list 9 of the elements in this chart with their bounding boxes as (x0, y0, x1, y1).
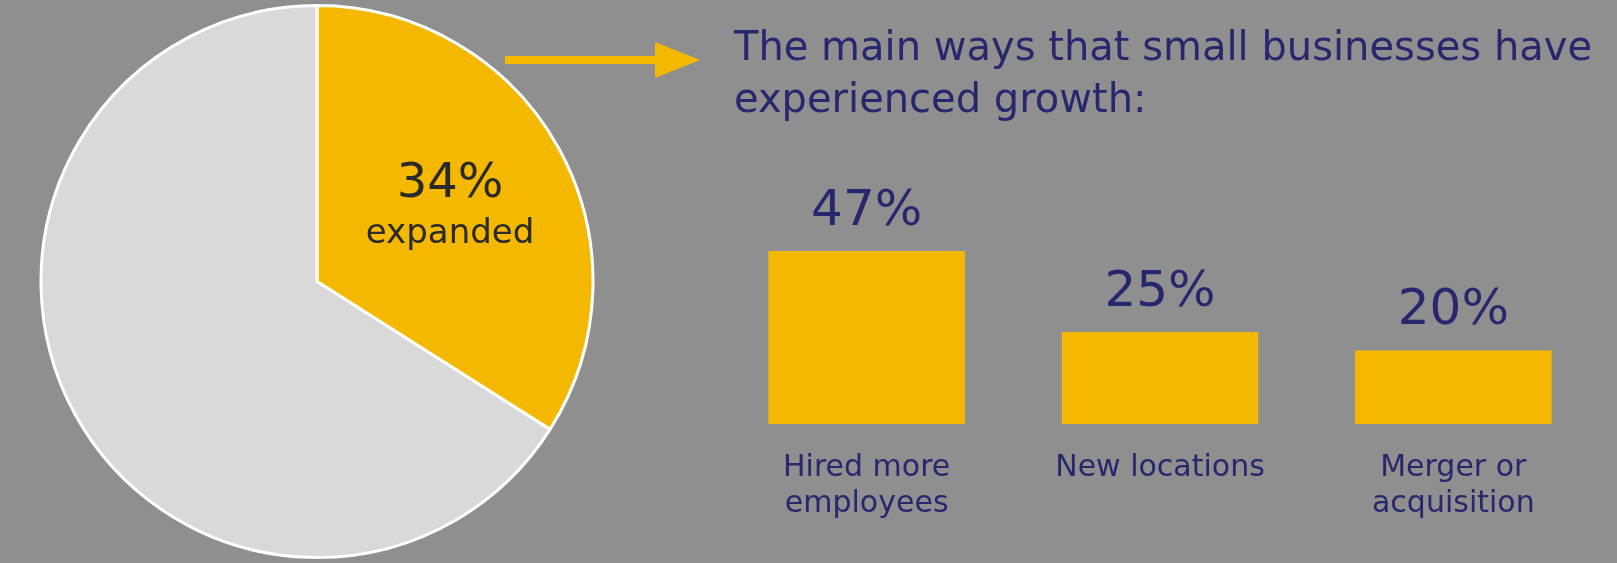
data-label: 20% (1397, 278, 1509, 337)
chart-title: The main ways that small businesses have experienced growth: (734, 22, 1594, 123)
data-label: 47% (811, 179, 923, 238)
data-label: 34% (396, 151, 504, 208)
x-tick-label: Hired more employees (783, 447, 951, 519)
x-tick-label: Merger or acquisition (1371, 447, 1535, 519)
slice-label: expanded (365, 211, 535, 252)
data-label: 25% (1104, 259, 1216, 318)
x-tick-label: New locations (1055, 447, 1265, 483)
